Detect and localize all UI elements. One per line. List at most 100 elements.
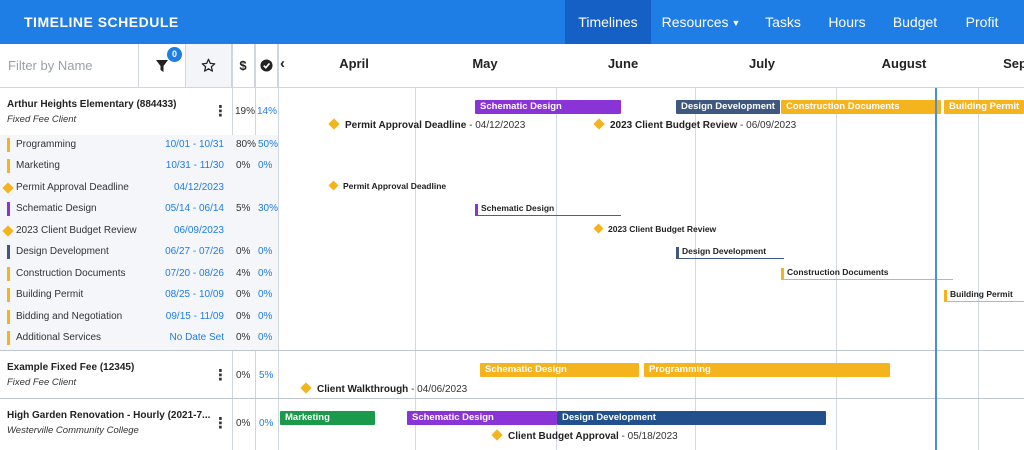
timeline-milestone[interactable]: Permit Approval Deadline xyxy=(328,180,447,191)
today-indicator xyxy=(935,88,937,450)
task-pct-spent: 5% xyxy=(236,203,251,214)
month-june: June xyxy=(607,56,639,71)
project-title[interactable]: Arthur Heights Elementary (884433) xyxy=(7,99,177,110)
task-color-marker xyxy=(7,288,10,302)
complete-column-header[interactable] xyxy=(255,44,278,87)
timeline-milestone[interactable]: 2023 Client Budget Review xyxy=(593,223,716,234)
phase-bar[interactable]: Design Development xyxy=(676,100,780,114)
phase-bar[interactable]: Design Development xyxy=(557,411,826,425)
milestone-name: 2023 Client Budget Review xyxy=(610,120,738,131)
task-row[interactable]: Schematic Design 05/14 - 06/14 5% 30% xyxy=(0,199,278,220)
nav-tasks[interactable]: Tasks xyxy=(752,0,814,44)
filter-button[interactable]: 0 xyxy=(139,44,186,87)
nav-budget-label: Budget xyxy=(892,14,938,30)
phase-bar[interactable]: Schematic Design xyxy=(475,100,621,114)
task-color-marker xyxy=(7,310,10,324)
task-row[interactable]: Additional Services No Date Set 0% 0% xyxy=(0,328,278,349)
nav-timelines[interactable]: Timelines xyxy=(565,0,651,44)
project-title[interactable]: High Garden Renovation - Hourly (2021-7.… xyxy=(7,410,211,421)
task-pct-spent: 80% xyxy=(236,139,257,150)
task-name: Bidding and Negotiation xyxy=(16,311,123,322)
chevron-left-icon[interactable]: ‹ xyxy=(280,55,285,72)
project-pct-complete: 0% xyxy=(259,418,274,429)
month-july: July xyxy=(748,56,776,71)
nav-profit[interactable]: Profit xyxy=(952,0,1012,44)
task-pct-spent: 0% xyxy=(236,332,251,343)
task-pct-complete: 0% xyxy=(258,160,273,171)
task-pct-spent: 0% xyxy=(236,160,251,171)
phase-bar[interactable]: Marketing xyxy=(280,411,375,425)
milestone-date: - 06/09/2023 xyxy=(737,120,797,131)
phase-bar[interactable]: Schematic Design xyxy=(480,363,639,377)
phase-bar[interactable]: Programming xyxy=(644,363,890,377)
project-pct-complete: 5% xyxy=(259,370,274,381)
more-options-icon[interactable]: ⋮ xyxy=(213,415,228,432)
task-pct-complete: 0% xyxy=(258,311,273,322)
phase-bar[interactable]: Building Permit xyxy=(944,100,1024,114)
timeline-task-bar[interactable]: Construction Documents xyxy=(781,267,953,280)
timeline-task-bar[interactable]: Schematic Design xyxy=(475,203,621,216)
favorites-button[interactable] xyxy=(186,44,232,87)
task-pct-complete: 0% xyxy=(258,246,273,257)
filter-count-badge: 0 xyxy=(167,47,182,62)
nav-resources-label: Resources xyxy=(661,14,729,30)
task-name: Construction Documents xyxy=(16,268,126,279)
task-name: 2023 Client Budget Review xyxy=(16,225,137,236)
task-name: Marketing xyxy=(16,160,60,171)
milestone[interactable]: 2023 Client Budget Review - 06/09/2023 xyxy=(593,118,797,131)
milestone-diamond-icon xyxy=(2,225,14,237)
month-gridline xyxy=(415,88,416,450)
milestone-diamond-icon xyxy=(491,429,503,441)
phase-bar[interactable]: Schematic Design xyxy=(407,411,557,425)
timeline-task-bar[interactable]: Design Development xyxy=(676,246,784,259)
filter-input[interactable] xyxy=(0,44,139,87)
task-name: Additional Services xyxy=(16,332,102,343)
task-row[interactable]: Bidding and Negotiation 09/15 - 11/09 0% 0% xyxy=(0,307,278,328)
task-row[interactable]: Design Development 06/27 - 07/26 0% 0% xyxy=(0,242,278,263)
timeline-task-bar[interactable]: Building Permit xyxy=(944,289,1024,302)
timeline-task-label: Schematic Design xyxy=(481,203,555,213)
nav-resources[interactable]: Resources ▼ xyxy=(655,0,747,44)
nav-hours[interactable]: Hours xyxy=(818,0,876,44)
project-client: Westerville Community College xyxy=(7,425,139,436)
spent-column-header[interactable]: $ xyxy=(232,44,255,87)
task-row[interactable]: Permit Approval Deadline 04/12/2023 xyxy=(0,178,278,199)
project-pct-spent: 19% xyxy=(235,106,256,117)
task-pct-spent: 4% xyxy=(236,268,251,279)
task-name: Schematic Design xyxy=(16,203,97,214)
month-gridline xyxy=(556,88,557,450)
task-row[interactable]: 2023 Client Budget Review 06/09/2023 xyxy=(0,221,278,242)
milestone[interactable]: Client Budget Approval - 05/18/2023 xyxy=(491,429,678,442)
task-row[interactable]: Construction Documents 07/20 - 08/26 4% 0% xyxy=(0,264,278,285)
project-title[interactable]: Example Fixed Fee (12345) xyxy=(7,362,135,373)
milestone[interactable]: Permit Approval Deadline - 04/12/2023 xyxy=(328,118,525,131)
task-date: 09/15 - 11/09 xyxy=(165,311,224,322)
task-date: 05/14 - 06/14 xyxy=(165,203,224,214)
month-gridline xyxy=(695,88,696,450)
milestone-diamond-icon xyxy=(328,118,340,130)
timeline-task-label: Building Permit xyxy=(950,289,1013,299)
milestone[interactable]: Client Walkthrough - 04/06/2023 xyxy=(300,382,468,395)
phase-bar[interactable]: Construction Documents xyxy=(781,100,941,114)
milestone-date: - 04/06/2023 xyxy=(408,384,468,395)
more-options-icon[interactable]: ⋮ xyxy=(213,103,228,120)
task-row[interactable]: Marketing 10/31 - 11/30 0% 0% xyxy=(0,156,278,177)
task-pct-complete: 30% xyxy=(258,203,279,214)
task-row[interactable]: Building Permit 08/25 - 10/09 0% 0% xyxy=(0,285,278,306)
task-pct-complete: 0% xyxy=(258,268,273,279)
timeline-milestone-label: Permit Approval Deadline xyxy=(343,181,447,191)
task-name: Design Development xyxy=(16,246,109,257)
top-nav-bar: TIMELINE SCHEDULE Timelines Resources ▼ T… xyxy=(0,0,1024,44)
more-options-icon[interactable]: ⋮ xyxy=(213,367,228,384)
project-pct-spent: 0% xyxy=(236,370,251,381)
task-date: No Date Set xyxy=(169,332,224,343)
toolbar: 0 $ ‹ April May June July August Sep xyxy=(0,44,1024,88)
milestone-name: Permit Approval Deadline xyxy=(345,120,467,131)
nav-budget[interactable]: Budget xyxy=(882,0,948,44)
task-date: 06/27 - 07/26 xyxy=(165,246,224,257)
task-date: 10/01 - 10/31 xyxy=(165,139,224,150)
task-row[interactable]: Programming 10/01 - 10/31 80% 50% xyxy=(0,135,278,156)
milestone-diamond-icon xyxy=(593,118,605,130)
task-name: Permit Approval Deadline xyxy=(16,182,129,193)
project-divider xyxy=(0,350,1024,351)
